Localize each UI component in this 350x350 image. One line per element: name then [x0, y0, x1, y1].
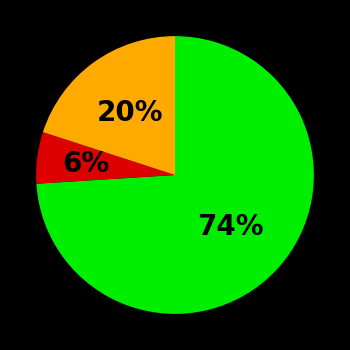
Wedge shape [36, 132, 175, 184]
Text: 6%: 6% [62, 150, 109, 178]
Text: 74%: 74% [197, 213, 264, 241]
Text: 20%: 20% [97, 99, 163, 127]
Wedge shape [36, 36, 314, 314]
Wedge shape [43, 36, 175, 175]
